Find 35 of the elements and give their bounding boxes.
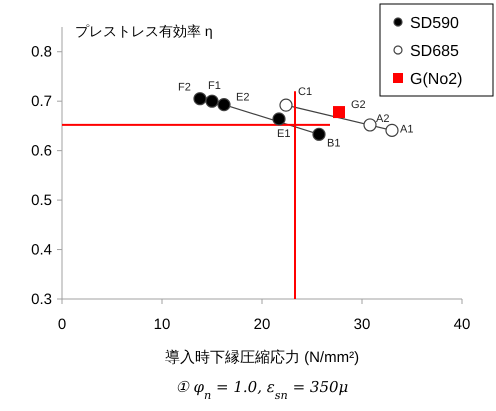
point (217, 98, 231, 112)
x-tick-label: 0 (58, 316, 66, 333)
point (193, 92, 207, 106)
annotation: A2 (376, 112, 390, 125)
y-tick-label: 0.5 (31, 192, 52, 210)
annotation: F2 (178, 82, 191, 94)
annotation: C1 (298, 86, 312, 98)
y-tick-label: 0.7 (31, 93, 52, 110)
annotation: E2 (236, 92, 250, 104)
point (205, 94, 219, 108)
annotation: A1 (400, 123, 414, 136)
point (279, 98, 293, 112)
x-tick-label: 30 (354, 316, 370, 333)
annotation: E1 (277, 128, 290, 140)
x-tick-label: 20 (254, 316, 270, 333)
annotation: G2 (351, 99, 366, 112)
point (385, 124, 399, 137)
legend-label: G(No2) (410, 71, 462, 88)
annotation: F1 (208, 80, 221, 92)
point (363, 118, 377, 132)
point (272, 112, 286, 126)
chart-title: プレストレス有効率 η (75, 23, 213, 39)
legend-label: SD685 (410, 43, 460, 60)
x-axis-title: 導入時下縁圧縮応力 (N/mm²) (164, 349, 360, 366)
y-tick-label: 0.8 (31, 44, 52, 61)
x-tick-label: 10 (154, 316, 170, 333)
x-tick-label: 40 (454, 316, 470, 333)
y-tick-label: 0.4 (31, 242, 52, 259)
text: ① φ$_{n}$ = 1.0, ε$_{sn}$ = 350μ (176, 378, 348, 402)
legend-label: SD590 (410, 15, 460, 32)
y-tick-label: 0.6 (31, 142, 52, 160)
point (333, 106, 345, 118)
y-tick-label: 0.3 (31, 291, 52, 308)
annotation: B1 (327, 137, 340, 150)
point (312, 128, 326, 141)
